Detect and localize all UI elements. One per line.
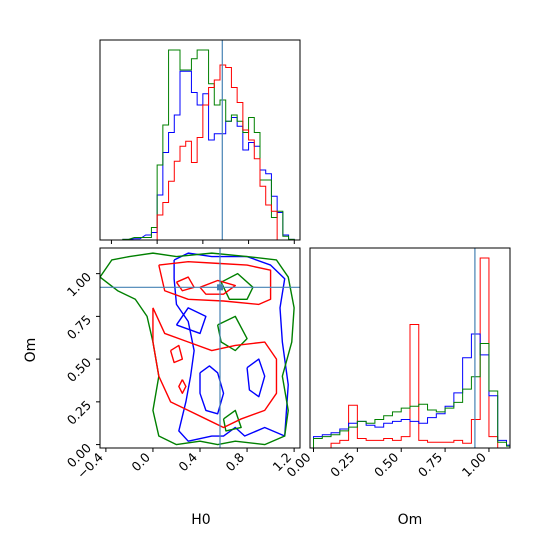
contour-0-0 — [173, 252, 289, 442]
om-hist-series-2 — [313, 343, 510, 448]
contour-2-1 — [199, 279, 236, 295]
contour-2-2 — [152, 307, 278, 429]
om-histogram-series — [313, 257, 510, 448]
x-axis-label-h0: H0 — [191, 512, 210, 528]
h0-histogram-frame — [99, 39, 301, 241]
truth-crosshair — [100, 248, 300, 448]
h0-histogram-panel — [99, 39, 301, 244]
h0-hist-series-1 — [122, 49, 295, 240]
contour-1-1 — [220, 272, 254, 300]
contour-0-2 — [246, 358, 266, 398]
contour-2-4 — [169, 344, 184, 364]
h0-hist-series-2 — [156, 64, 283, 240]
y-axis-label-om: Om — [23, 338, 39, 363]
om-histogram-frame — [309, 247, 511, 449]
contour-2-5 — [178, 379, 187, 394]
contour-2-0 — [158, 260, 272, 306]
x-axis-label-om: Om — [398, 512, 423, 528]
h0-histogram-ticks — [110, 240, 295, 244]
contour-0-3 — [175, 307, 207, 335]
truth-marker — [217, 284, 223, 291]
h0-histogram-series — [122, 49, 295, 240]
om-hist-series-1 — [313, 333, 510, 448]
h0-hist-series-0 — [122, 70, 295, 240]
